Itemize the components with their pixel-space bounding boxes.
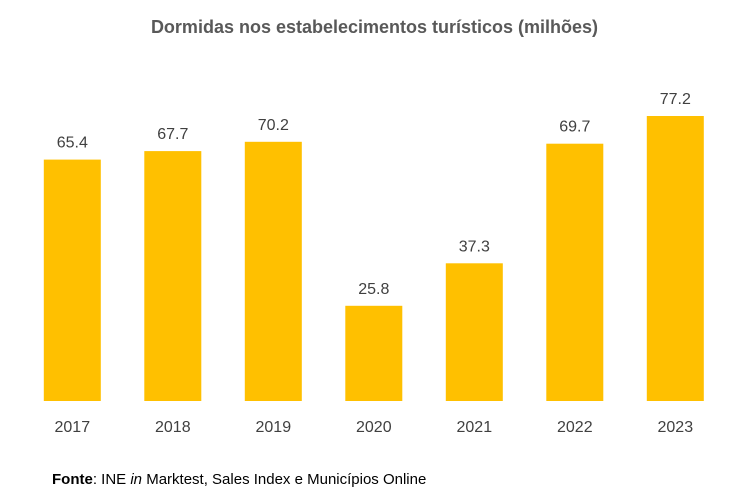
value-label-2017: 65.4: [57, 135, 88, 152]
x-tick-label-2021: 2021: [457, 419, 493, 436]
value-label-2020: 25.8: [358, 281, 389, 298]
bar-2020: [345, 305, 403, 401]
x-tick-label-2022: 2022: [557, 419, 593, 436]
source-separator: : INE: [92, 471, 131, 488]
x-tick-label-2017: 2017: [55, 419, 91, 436]
x-tick-label-2023: 2023: [658, 419, 694, 436]
value-label-2023: 77.2: [660, 91, 691, 108]
bar-2022: [546, 143, 604, 401]
bar-2023: [646, 116, 704, 401]
x-tick-label-2020: 2020: [356, 419, 392, 436]
chart-title: Dormidas nos estabelecimentos turísticos…: [150, 17, 599, 37]
bar-2019: [244, 141, 302, 402]
source-note: Fonte: INE in Marktest, Sales Index e Mu…: [52, 471, 426, 488]
source-label: Fonte: [52, 471, 93, 488]
bar-2017: [43, 159, 101, 401]
source-italic: in: [130, 471, 143, 488]
x-tick-label-2019: 2019: [256, 419, 292, 436]
value-label-2021: 37.3: [459, 238, 490, 255]
bar-2021: [445, 263, 503, 401]
value-label-2022: 69.7: [559, 119, 590, 136]
bar-chart: 65.4 2017 67.7 2018 70.2 2019 25.8 2020 37.3 2021…: [43, 91, 704, 436]
source-rest: Marktest, Sales Index e Municípios Onlin…: [142, 471, 427, 488]
x-tick-label-2018: 2018: [155, 419, 191, 436]
value-label-2019: 70.2: [258, 117, 289, 134]
bar-2018: [144, 151, 202, 401]
value-label-2018: 67.7: [157, 126, 188, 143]
